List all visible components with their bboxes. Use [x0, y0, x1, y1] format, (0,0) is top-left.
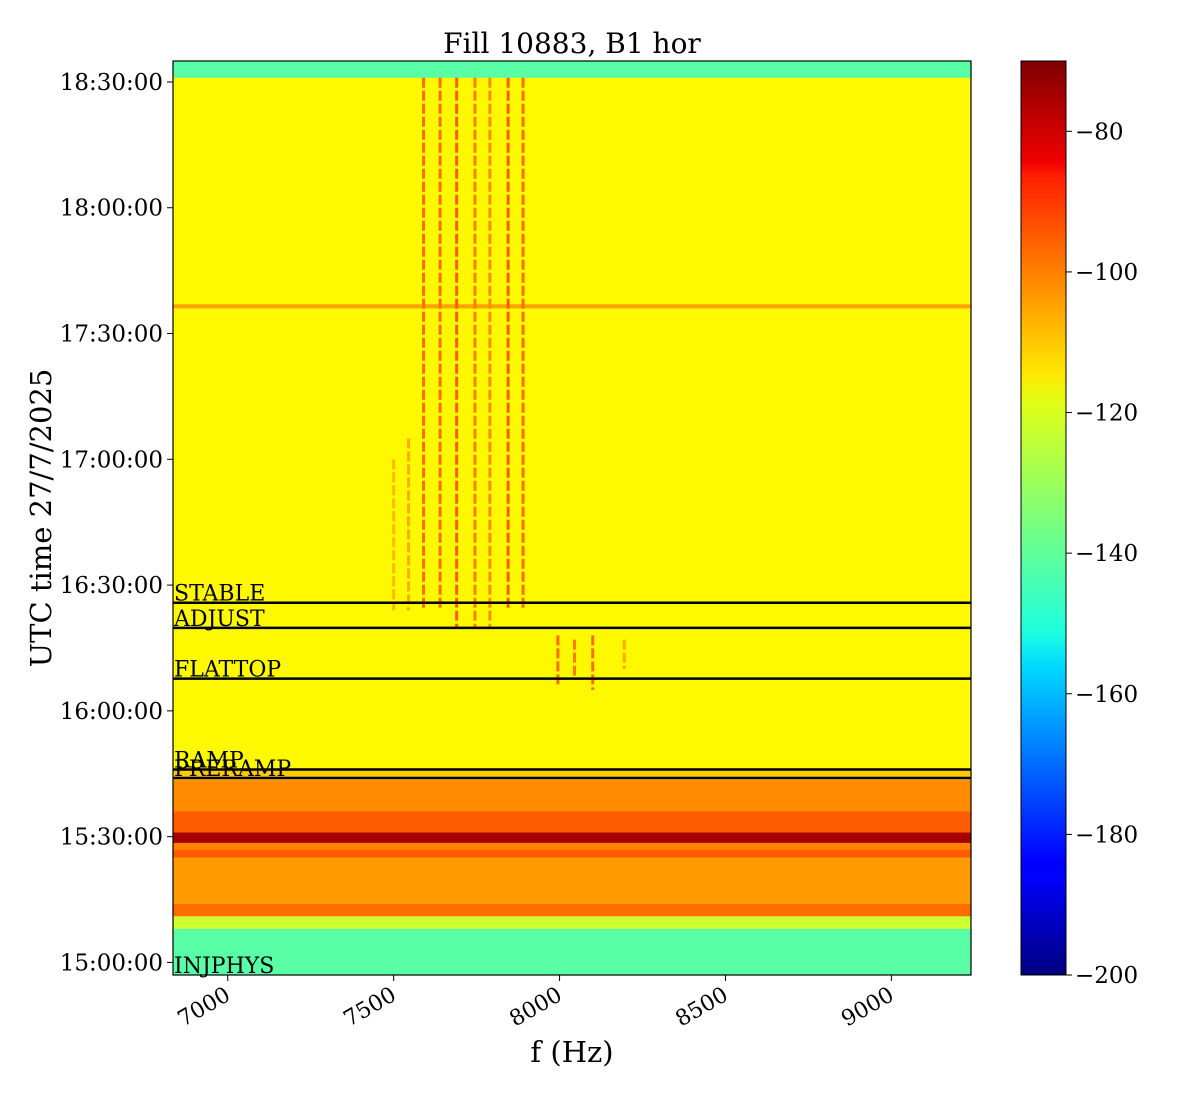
time-band	[173, 916, 971, 929]
y-tick-label: 17:00:00	[60, 447, 163, 473]
time-band	[173, 857, 971, 904]
x-tick-label: 9000	[837, 983, 898, 1033]
time-band	[173, 769, 971, 781]
time-band	[173, 308, 971, 770]
time-band	[173, 811, 971, 833]
x-tick-label: 8500	[671, 983, 732, 1033]
event-label: STABLE	[174, 582, 265, 607]
y-tick-label: 18:00:00	[60, 196, 163, 222]
y-axis-label: UTC time 27/7/2025	[24, 369, 58, 668]
y-tick-label: 15:00:00	[60, 950, 163, 976]
time-band	[173, 77, 971, 305]
time-band	[173, 903, 971, 917]
x-axis-ticks: 7000 7500 8000 8500 9000	[174, 975, 898, 1033]
colorbar-gradient	[1020, 60, 1067, 976]
colorbar-tick-label: −100	[1075, 260, 1138, 286]
plot-frame	[172, 60, 972, 976]
spectral-lines	[392, 77, 626, 690]
colorbar-tick-label: −140	[1075, 541, 1138, 567]
x-tick-label: 7500	[340, 983, 401, 1033]
event-label: ADJUST	[173, 607, 265, 632]
x-axis-label: f (Hz)	[530, 1035, 613, 1069]
time-band	[173, 928, 971, 975]
event-label: FLATTOP	[174, 658, 281, 683]
colorbar-ticks: −80 −100 −120 −140 −160 −180 −200	[1066, 119, 1138, 989]
y-tick-label: 16:00:00	[60, 699, 163, 725]
time-band	[173, 842, 971, 850]
colorbar: −80 −100 −120 −140 −160 −180 −200	[1020, 60, 1138, 989]
y-tick-label: 18:30:00	[60, 70, 163, 96]
y-tick-label: 17:30:00	[60, 322, 163, 348]
time-band	[173, 849, 971, 858]
y-axis-ticks: 15:00:00 15:30:00 16:00:00 16:30:00 17:00:00…	[60, 70, 173, 976]
colorbar-tick-label: −120	[1075, 401, 1138, 427]
colorbar-tick-label: −200	[1075, 963, 1138, 989]
chart-title: Fill 10883, B1 hor	[443, 27, 701, 60]
y-tick-label: 15:30:00	[60, 825, 163, 851]
time-band	[173, 61, 971, 78]
time-band	[173, 832, 971, 843]
colorbar-tick-label: −80	[1075, 119, 1124, 145]
x-tick-label: 8000	[506, 983, 567, 1033]
x-tick-label: 7000	[174, 983, 235, 1033]
time-band	[173, 780, 971, 812]
colorbar-tick-label: −160	[1075, 682, 1138, 708]
time-bands	[173, 61, 971, 975]
colorbar-tick-label: −180	[1075, 822, 1138, 848]
time-band	[173, 304, 971, 309]
y-tick-label: 16:30:00	[60, 573, 163, 599]
event-label: RAMP	[174, 749, 244, 774]
